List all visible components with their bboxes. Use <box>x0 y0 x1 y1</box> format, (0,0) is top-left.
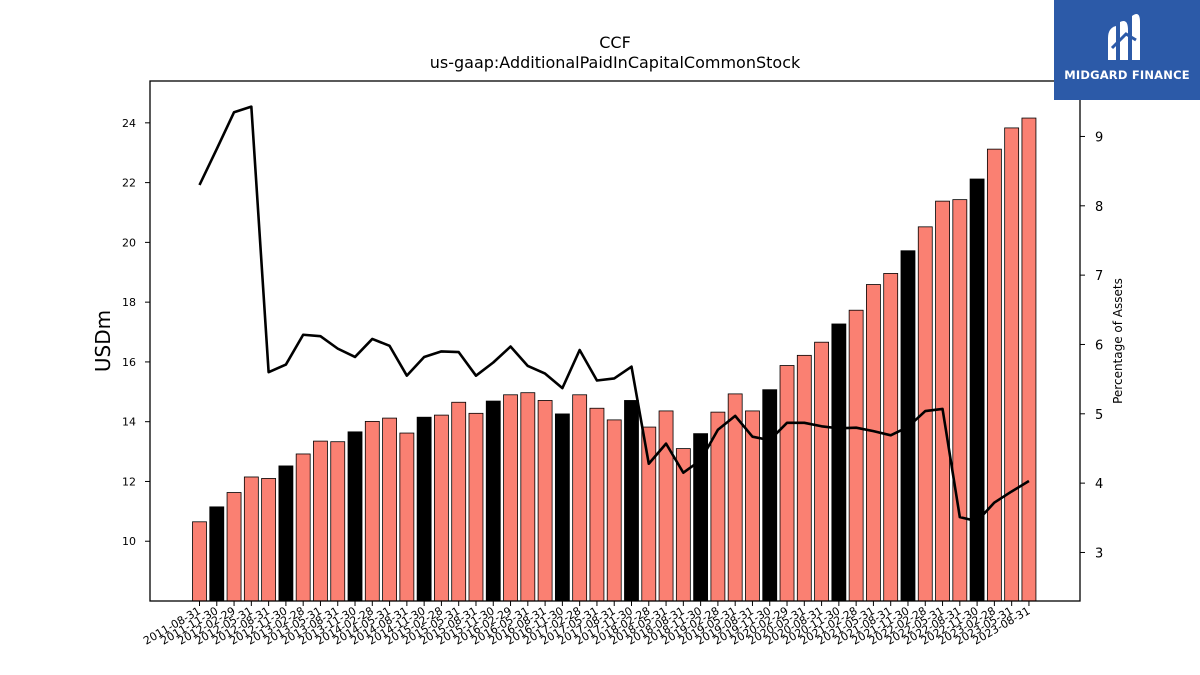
y-tick-label-24: 24 <box>122 117 136 130</box>
chart-title: CCF <box>599 33 631 52</box>
chart-subtitle: us-gaap:AdditionalPaidInCapitalCommonSto… <box>430 53 801 72</box>
y-tick-label-22: 22 <box>122 177 136 190</box>
bar-2015-08-31 <box>468 412 484 602</box>
bar-2019-08-31 <box>745 410 760 602</box>
bar-2014-02-28 <box>364 420 380 602</box>
bar-2021-08-31 <box>883 273 899 602</box>
y-tick-label-20: 20 <box>122 236 136 249</box>
bar-2015-05-31 <box>451 401 467 602</box>
y-axis-right: 3 4 5 6 7 8 9 <box>1080 130 1103 561</box>
y2-tick-label-8: 8 <box>1095 200 1103 215</box>
bar-2013-02-28 <box>295 453 311 602</box>
bar-2012-05-31 <box>243 476 259 602</box>
bar-2017-11-30 <box>624 400 639 602</box>
bar-2020-02-29 <box>779 365 795 602</box>
bar-2015-11-30 <box>485 400 501 602</box>
brand-logo: MIDGARD FINANCE <box>1054 0 1200 100</box>
brand-name: MIDGARD FINANCE <box>1064 68 1190 82</box>
y2-tick-label-5: 5 <box>1095 408 1103 423</box>
bar-2016-05-31 <box>520 392 536 602</box>
bar-2019-05-31 <box>727 393 743 602</box>
y-tick-label-18: 18 <box>122 296 136 309</box>
bar-2022-05-31 <box>935 200 950 602</box>
bar-2014-11-30 <box>416 416 432 602</box>
y2-tick-label-3: 3 <box>1095 546 1103 561</box>
bar-2016-08-31 <box>537 400 553 602</box>
bar-2011-08-31 <box>192 521 207 602</box>
y2-axis-label: Percentage of Assets <box>1111 278 1125 404</box>
bar-2020-11-30 <box>831 323 847 602</box>
x-axis: 2011-08-312011-11-302012-02-292012-05-31… <box>141 601 1032 648</box>
bar-2016-02-29 <box>503 394 518 602</box>
bar-2017-05-31 <box>589 407 605 602</box>
bar-2021-02-28 <box>848 309 864 602</box>
y-tick-label-16: 16 <box>122 356 136 369</box>
bar-2023-05-31 <box>1004 127 1020 602</box>
bar-2012-02-29 <box>226 492 242 602</box>
bar-2022-08-31 <box>952 199 968 602</box>
y2-tick-label-9: 9 <box>1095 130 1103 145</box>
bar-2012-08-31 <box>261 478 277 602</box>
bar-2019-11-30 <box>762 389 778 602</box>
y2-tick-label-4: 4 <box>1095 477 1103 492</box>
line-series <box>198 105 1030 523</box>
bar-2017-08-31 <box>606 419 622 602</box>
bar-2013-08-31 <box>330 441 346 602</box>
y-axis-label: USDm <box>91 310 115 372</box>
y-tick-label-14: 14 <box>122 416 136 429</box>
bar-2014-05-31 <box>382 417 397 602</box>
y-tick-label-10: 10 <box>122 535 136 548</box>
y-axis-left: 10 12 14 16 18 20 22 24 <box>122 117 150 548</box>
bar-2021-05-31 <box>866 284 881 602</box>
bar-2018-02-28 <box>641 426 657 602</box>
bar-2020-05-31 <box>796 354 812 602</box>
bar-2013-11-30 <box>347 431 363 602</box>
bar-2015-02-28 <box>434 414 449 602</box>
bar-2017-02-28 <box>572 394 588 602</box>
plot-frame <box>149 80 1081 602</box>
bar-2016-11-30 <box>554 413 570 602</box>
bar-2020-08-31 <box>814 341 829 602</box>
bar-2023-08-31 <box>1021 117 1037 602</box>
bar-2018-05-31 <box>658 410 674 602</box>
bar-2011-11-30 <box>209 506 225 602</box>
y2-tick-label-6: 6 <box>1095 338 1103 353</box>
bar-2012-11-30 <box>278 465 294 602</box>
y-tick-label-12: 12 <box>122 475 136 488</box>
bar-2014-08-31 <box>399 432 415 602</box>
bar-2023-02-28 <box>986 148 1002 602</box>
bar-2013-05-31 <box>313 440 328 602</box>
y2-tick-label-7: 7 <box>1095 269 1103 284</box>
percentage-line <box>198 105 1030 523</box>
midgard-m-logo-icon <box>1108 14 1140 60</box>
bar-2022-11-30 <box>969 178 985 602</box>
bar-series <box>192 117 1037 602</box>
